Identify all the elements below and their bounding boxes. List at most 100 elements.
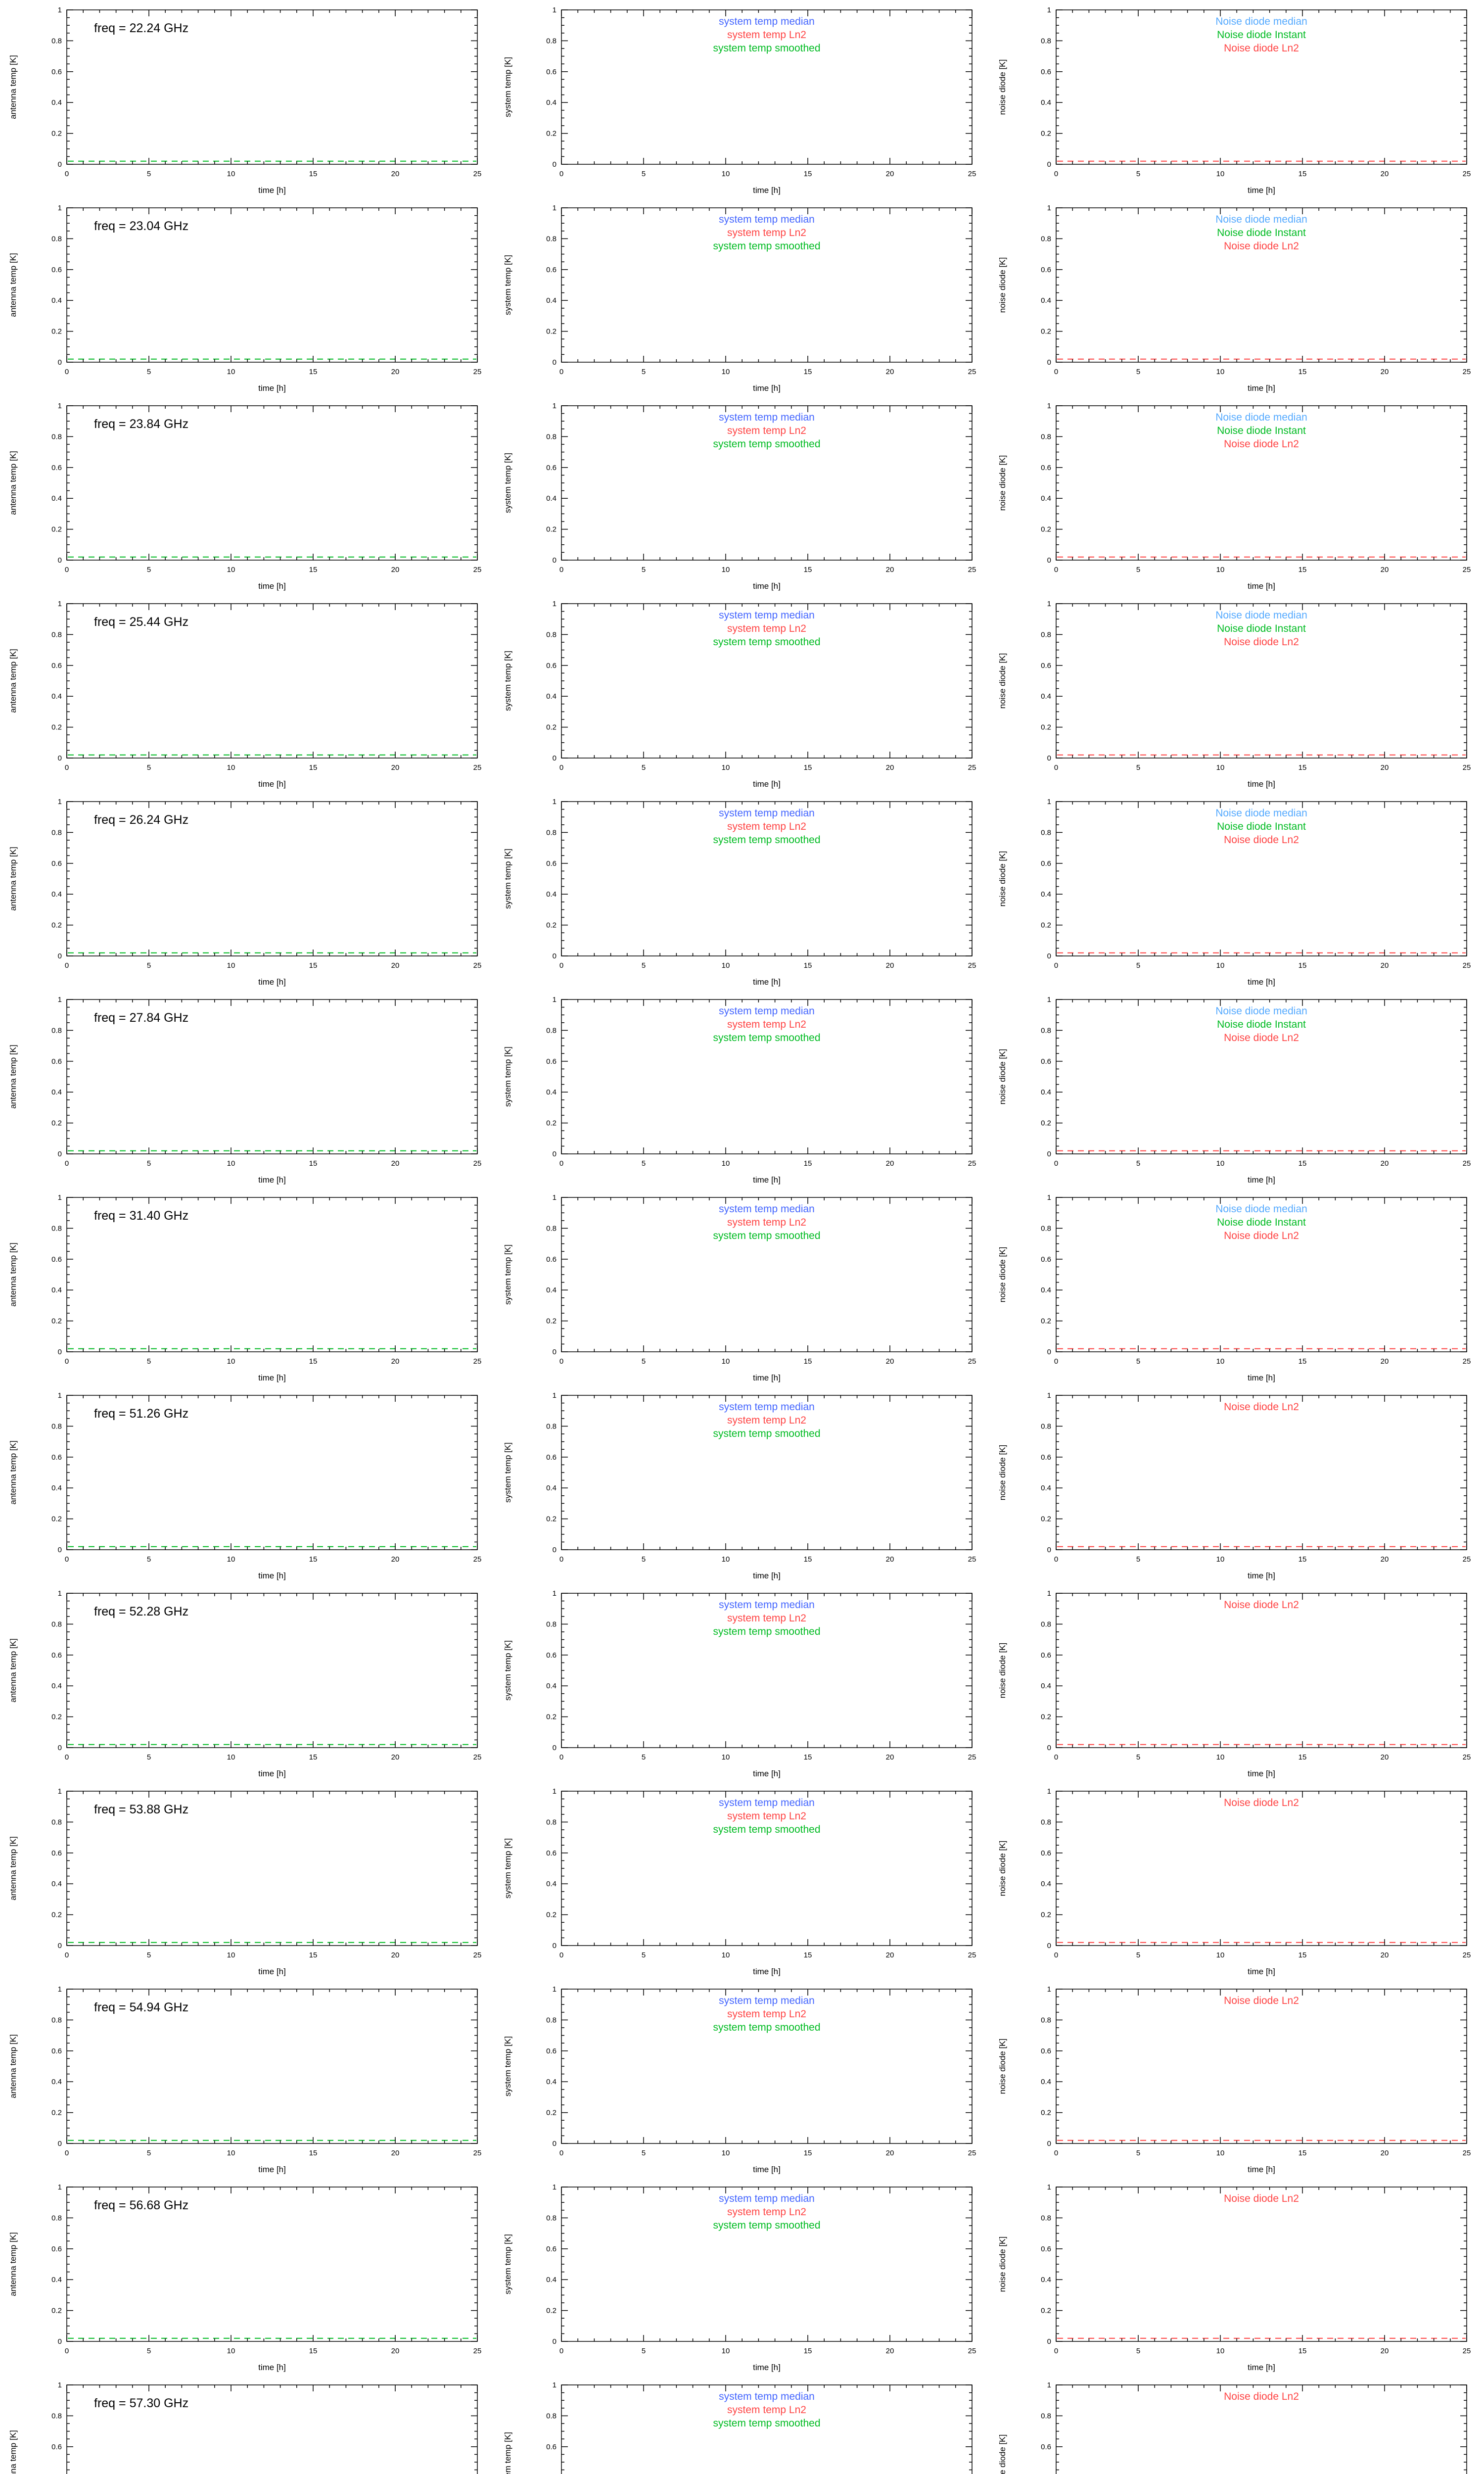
y-axis-label: system temp [K] <box>503 2432 512 2474</box>
y-tick-label: 0.4 <box>546 1880 556 1888</box>
y-tick-label: 0.6 <box>51 68 62 76</box>
y-tick-label: 0.6 <box>1041 662 1051 670</box>
y-tick-label: 0.6 <box>1041 1849 1051 1857</box>
x-tick-label: 10 <box>227 1357 235 1366</box>
y-tick-label: 0 <box>58 952 62 960</box>
legend-entry: system temp Ln2 <box>727 29 806 41</box>
x-tick-label: 10 <box>1216 2149 1225 2157</box>
legend-entry: system temp Ln2 <box>727 425 806 436</box>
freq-label: freq = 56.68 GHz <box>94 2198 188 2212</box>
y-tick-label: 0 <box>1047 1744 1051 1752</box>
x-tick-label: 5 <box>1136 368 1140 376</box>
x-tick-label: 15 <box>309 1159 318 1168</box>
y-tick-label: 0.8 <box>51 828 62 837</box>
x-tick-label: 15 <box>309 1951 318 1959</box>
y-tick-label: 0 <box>58 160 62 169</box>
y-tick-label: 0.8 <box>1041 235 1051 243</box>
y-tick-label: 0.2 <box>1041 328 1051 336</box>
legend-entry: system temp median <box>719 1401 815 1413</box>
x-tick-label: 20 <box>1381 1555 1389 1564</box>
legend-entry: system temp smoothed <box>713 1626 820 1637</box>
y-tick-label: 0.8 <box>51 2016 62 2024</box>
y-tick-label: 1 <box>553 798 556 806</box>
x-tick-label: 0 <box>559 2347 563 2355</box>
x-tick-label: 20 <box>391 1753 400 1761</box>
x-tick-label: 25 <box>473 1753 482 1761</box>
x-tick-label: 15 <box>1298 1159 1307 1168</box>
y-tick-label: 0.6 <box>546 1651 556 1660</box>
y-tick-label: 0.8 <box>546 37 556 45</box>
y-tick-label: 0 <box>58 2337 62 2346</box>
y-tick-label: 0.6 <box>51 2245 62 2253</box>
legend-entry: Noise diode median <box>1215 1005 1307 1017</box>
y-axis-label: antenna temp [K] <box>8 2034 18 2098</box>
y-tick-label: 0.6 <box>546 1057 556 1066</box>
y-tick-label: 0.2 <box>1041 2109 1051 2117</box>
x-tick-label: 25 <box>968 2149 976 2157</box>
y-tick-label: 0.6 <box>51 2443 62 2451</box>
x-tick-label: 20 <box>886 368 894 376</box>
y-tick-label: 0.4 <box>1041 1682 1051 1690</box>
y-tick-label: 0.8 <box>546 2214 556 2222</box>
x-tick-label: 20 <box>391 961 400 970</box>
y-tick-label: 0.4 <box>51 2276 62 2284</box>
x-tick-label: 10 <box>722 961 730 970</box>
x-tick-label: 25 <box>473 170 482 178</box>
y-tick-label: 1 <box>553 1985 556 1994</box>
y-tick-label: 0.2 <box>546 921 556 930</box>
x-tick-label: 15 <box>1298 2149 1307 2157</box>
x-tick-label: 20 <box>391 368 400 376</box>
x-tick-label: 15 <box>309 566 318 574</box>
y-tick-label: 0.2 <box>546 2307 556 2315</box>
y-axis-label: noise diode [K] <box>998 2236 1007 2292</box>
noise-diode-plot: 0 5 10 15 20 25 0 0.2 0.4 0.6 0.8 1 time [h] noise di… <box>998 600 1471 789</box>
plot-frame <box>1056 1593 1467 1748</box>
x-tick-label: 15 <box>309 961 318 970</box>
x-axis-label: time [h] <box>1248 1769 1275 1778</box>
y-tick-label: 0.8 <box>1041 37 1051 45</box>
y-tick-label: 0.8 <box>1041 432 1051 441</box>
x-tick-label: 20 <box>886 170 894 178</box>
x-tick-label: 0 <box>65 1159 69 1168</box>
y-tick-label: 1 <box>1047 1985 1051 1994</box>
legend-entry: Noise diode Ln2 <box>1224 1797 1299 1808</box>
y-tick-label: 0.2 <box>1041 921 1051 930</box>
x-tick-label: 25 <box>473 1555 482 1564</box>
noise-diode-plot: 0 5 10 15 20 25 0 0.2 0.4 0.6 0.8 1 time [h] noise di… <box>998 1787 1471 1976</box>
x-tick-label: 10 <box>227 368 235 376</box>
y-tick-label: 0.2 <box>1041 130 1051 138</box>
x-tick-label: 20 <box>1381 763 1389 772</box>
x-tick-label: 5 <box>642 763 646 772</box>
system-temp-plot: 0 5 10 15 20 25 0 0.2 0.4 0.6 0.8 1 time [h] system t… <box>503 1589 976 1778</box>
legend-entry: system temp median <box>719 1599 815 1611</box>
x-tick-label: 0 <box>65 763 69 772</box>
y-tick-label: 0.2 <box>51 1119 62 1128</box>
y-tick-label: 0 <box>553 1942 556 1950</box>
y-tick-label: 0.6 <box>546 266 556 274</box>
legend-entry: system temp smoothed <box>713 240 820 252</box>
y-axis-label: system temp [K] <box>503 1047 512 1107</box>
x-tick-label: 5 <box>147 1555 151 1564</box>
y-tick-label: 0.8 <box>546 235 556 243</box>
x-tick-label: 5 <box>147 961 151 970</box>
y-tick-label: 0.4 <box>1041 692 1051 701</box>
y-tick-label: 0.4 <box>51 296 62 305</box>
system-temp-plot: 0 5 10 15 20 25 0 0.2 0.4 0.6 0.8 1 time [h] system t… <box>503 798 976 987</box>
freq-label: freq = 57.30 GHz <box>94 2396 188 2410</box>
legend-entry: Noise diode median <box>1215 1203 1307 1215</box>
x-tick-label: 25 <box>968 2347 976 2355</box>
y-tick-label: 0.8 <box>546 630 556 639</box>
y-tick-label: 0.4 <box>546 98 556 107</box>
x-tick-label: 10 <box>722 1753 730 1761</box>
legend-entry: Noise diode median <box>1215 214 1307 225</box>
y-tick-label: 0.4 <box>546 1286 556 1294</box>
x-tick-label: 25 <box>473 368 482 376</box>
x-tick-label: 0 <box>559 1555 563 1564</box>
x-axis-label: time [h] <box>753 186 781 195</box>
legend-entry: system temp median <box>719 214 815 225</box>
x-tick-label: 25 <box>1463 763 1471 772</box>
